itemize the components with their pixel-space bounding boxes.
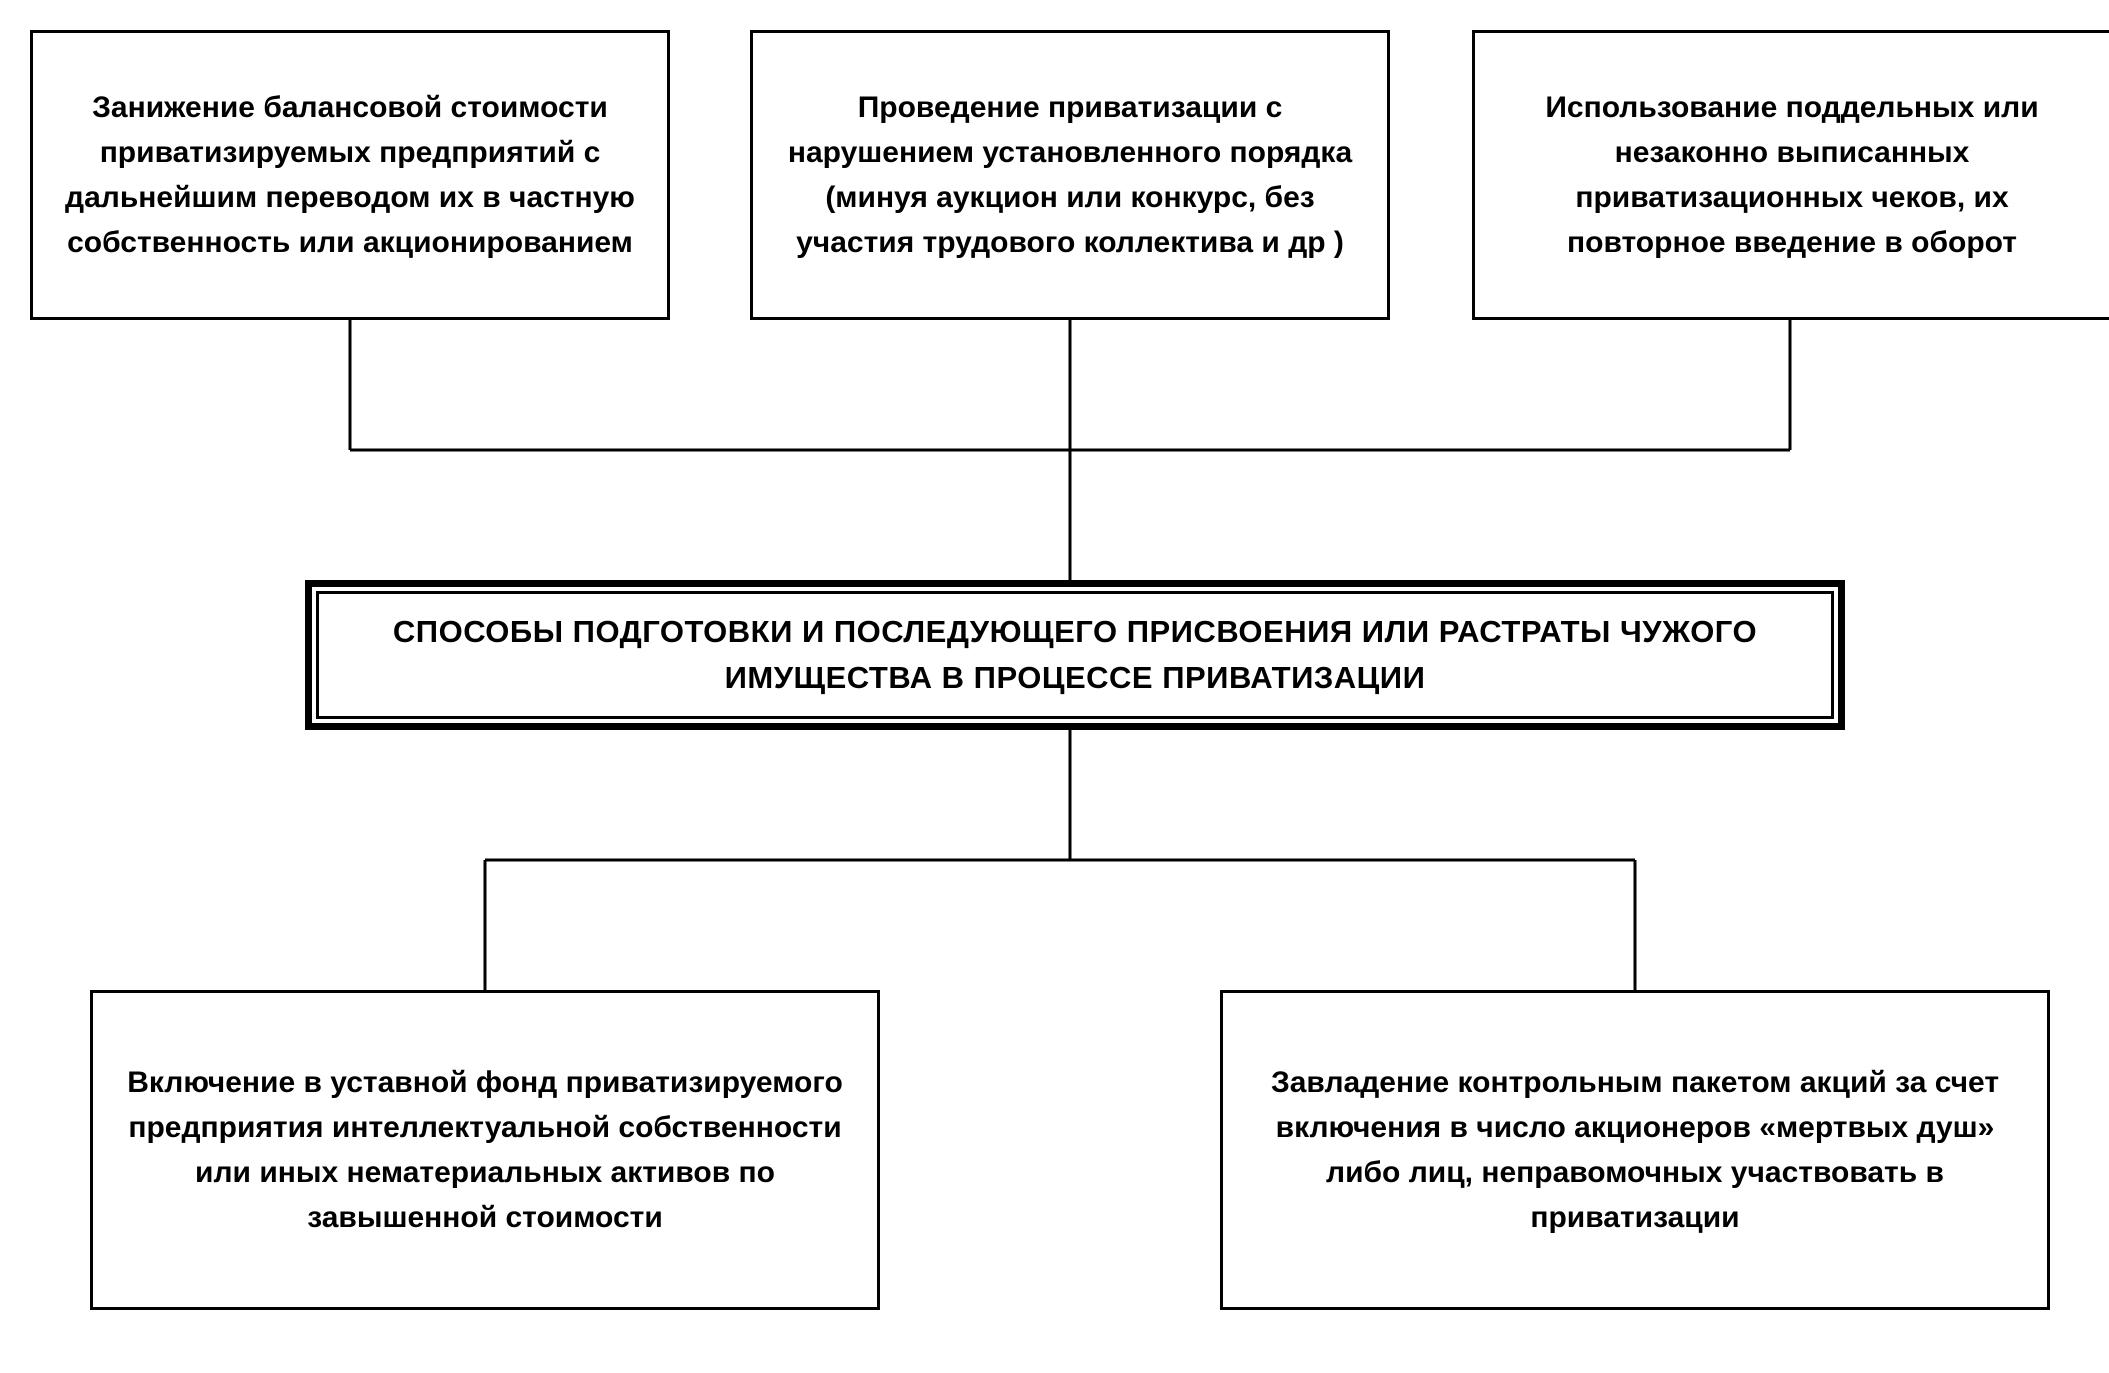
node-bottom-right-text: Завладение контрольным пакетом акций за … [1251, 1060, 2019, 1240]
node-top-right: Использование поддельных или незаконно в… [1472, 30, 2109, 320]
central-node: СПОСОБЫ ПОДГОТОВКИ И ПОСЛЕДУЮЩЕГО ПРИСВО… [305, 580, 1845, 730]
diagram-canvas: Занижение балансовой стоимости приватизи… [20, 20, 2109, 1353]
node-bottom-left: Включение в уставной фонд приватизируемо… [90, 990, 880, 1310]
node-bottom-right: Завладение контрольным пакетом акций за … [1220, 990, 2050, 1310]
central-node-text: СПОСОБЫ ПОДГОТОВКИ И ПОСЛЕДУЮЩЕГО ПРИСВО… [359, 609, 1791, 702]
node-top-right-text: Использование поддельных или незаконно в… [1503, 85, 2081, 265]
node-top-center-text: Проведение приватизации с нарушением уст… [781, 85, 1359, 265]
node-top-left-text: Занижение балансовой стоимости приватизи… [61, 85, 639, 265]
node-top-left: Занижение балансовой стоимости приватизи… [30, 30, 670, 320]
node-bottom-left-text: Включение в уставной фонд приватизируемо… [121, 1060, 849, 1240]
node-top-center: Проведение приватизации с нарушением уст… [750, 30, 1390, 320]
